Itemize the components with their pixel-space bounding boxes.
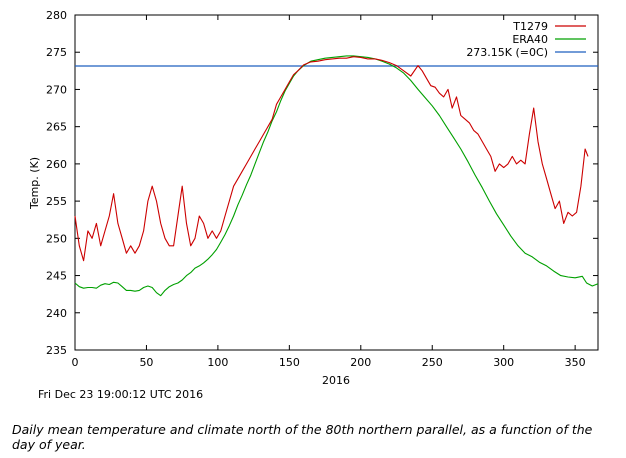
- y-axis-ticks: 235 240 245 250 255 260 265 270 275 280: [46, 9, 598, 357]
- y-tick-label: 260: [46, 158, 67, 171]
- y-tick-label: 235: [46, 344, 67, 357]
- legend-label: ERA40: [512, 33, 548, 46]
- series-group: [74, 55, 599, 297]
- series-line-t1279: [74, 56, 589, 262]
- y-tick-label: 245: [46, 270, 67, 283]
- y-tick-label: 275: [46, 46, 67, 59]
- x-axis-label: 2016: [322, 374, 350, 387]
- timestamp: Fri Dec 23 19:00:12 UTC 2016: [38, 388, 203, 400]
- legend-label: 273.15K (=0C): [466, 46, 548, 59]
- y-axis-label: Temp. (K): [28, 157, 41, 210]
- plot-frame: [74, 14, 599, 351]
- y-tick-label: 240: [46, 307, 67, 320]
- x-tick-label: 0: [72, 356, 79, 369]
- legend-label: T1279: [512, 20, 548, 33]
- x-tick-label: 50: [139, 356, 153, 369]
- series-line-era40: [74, 55, 599, 297]
- x-axis-ticks: 0 50 100 150 200 250 300 350: [72, 15, 586, 369]
- chart-figure: 235 240 245 250 255 260 265 270 275 280 0 50 100 150…: [28, 9, 599, 400]
- x-tick-label: 200: [350, 356, 371, 369]
- x-tick-label: 350: [565, 356, 586, 369]
- y-tick-label: 265: [46, 121, 67, 134]
- x-tick-label: 300: [493, 356, 514, 369]
- y-tick-label: 280: [46, 9, 67, 22]
- temperature-chart: 235 240 245 250 255 260 265 270 275 280 0 50 100 150…: [28, 9, 599, 400]
- figure-caption: Daily mean temperature and climate north…: [12, 422, 593, 452]
- x-tick-label: 100: [207, 356, 228, 369]
- y-tick-label: 270: [46, 83, 67, 96]
- x-tick-label: 250: [422, 356, 443, 369]
- x-tick-label: 150: [279, 356, 300, 369]
- y-tick-label: 250: [46, 232, 67, 245]
- y-tick-label: 255: [46, 195, 67, 208]
